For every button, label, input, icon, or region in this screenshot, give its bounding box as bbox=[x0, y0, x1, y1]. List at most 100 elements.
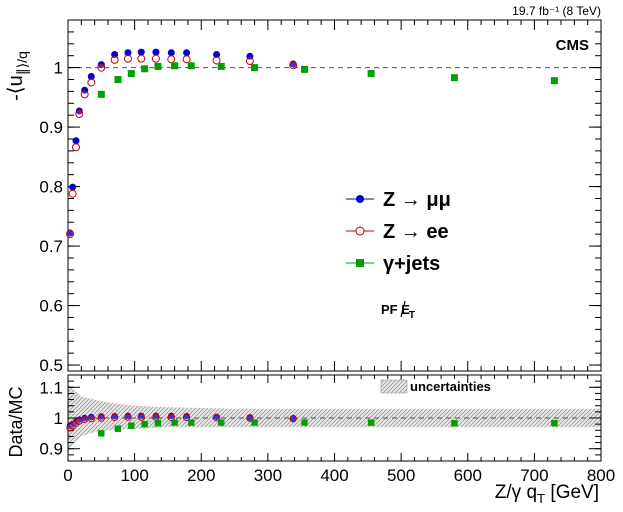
x-tick-label: 500 bbox=[387, 466, 415, 485]
point-mumu bbox=[289, 415, 297, 422]
x-tick-label: 200 bbox=[187, 466, 215, 485]
main-frame bbox=[67, 19, 602, 372]
experiment-label: CMS bbox=[556, 37, 589, 54]
point-ee bbox=[87, 78, 96, 87]
point-gjets bbox=[218, 419, 225, 426]
point-ee bbox=[71, 143, 80, 152]
main-panel: 0.5 0.6 0.7 0.8 0.9 1 CMS -⟨u∥⟩/q Z → μμ Z → … bbox=[5, 19, 602, 375]
ratio-y-axis-label: Data/MC bbox=[6, 386, 26, 457]
point-mumu bbox=[183, 49, 191, 57]
point-ee bbox=[152, 413, 160, 421]
main-y-ticks: 0.5 0.6 0.7 0.8 0.9 1 bbox=[39, 31, 601, 375]
x-axis-label: Z/γ qT [GeV] bbox=[495, 482, 599, 506]
point-ee bbox=[124, 413, 132, 421]
point-ee bbox=[167, 55, 176, 64]
legend-label-ee: Z → ee bbox=[383, 221, 449, 243]
x-tick-label: 300 bbox=[254, 466, 282, 485]
point-mumu bbox=[75, 107, 83, 115]
point-gjets bbox=[450, 74, 458, 82]
uncertainty-band-area bbox=[68, 384, 601, 452]
point-gjets bbox=[551, 420, 558, 427]
point-ee bbox=[182, 55, 191, 64]
y-tick-label: 0.5 bbox=[39, 356, 63, 375]
point-ee bbox=[75, 417, 84, 425]
x-tick-label: 100 bbox=[120, 466, 148, 485]
ratio-y-ticks: 0.9 1 1.1 bbox=[39, 378, 601, 462]
point-ee bbox=[137, 413, 145, 421]
y-tick-label: 0.8 bbox=[39, 178, 63, 197]
point-mumu bbox=[246, 414, 254, 421]
method-label: PF ET bbox=[381, 300, 415, 321]
y-tick-label: 0.9 bbox=[39, 440, 63, 459]
point-ee bbox=[289, 414, 297, 423]
point-gjets bbox=[114, 425, 122, 432]
point-ee bbox=[245, 57, 254, 66]
y-tick-label: 1.1 bbox=[39, 378, 63, 397]
point-ee bbox=[65, 230, 74, 239]
point-ee bbox=[75, 109, 84, 118]
point-ee bbox=[97, 63, 106, 72]
point-ee bbox=[87, 414, 96, 423]
band-legend-swatch bbox=[380, 379, 408, 394]
point-ee bbox=[137, 54, 146, 63]
point-mumu bbox=[111, 51, 119, 59]
legend-entry-gjets: γ+jets bbox=[346, 253, 440, 275]
point-mumu bbox=[213, 51, 221, 59]
x-tick-label: 0 bbox=[63, 466, 72, 485]
point-gjets bbox=[127, 70, 135, 78]
svg-text:PF ET: PF ET bbox=[381, 302, 415, 321]
point-mumu bbox=[124, 49, 132, 57]
point-gjets bbox=[128, 422, 135, 429]
point-ee bbox=[68, 189, 77, 198]
point-gjets bbox=[550, 77, 558, 85]
point-gjets bbox=[154, 62, 162, 70]
legend-marker-mumu bbox=[356, 195, 364, 203]
point-ee bbox=[110, 55, 119, 64]
point-mumu bbox=[167, 49, 175, 57]
legend-label-gjets: γ+jets bbox=[383, 253, 440, 275]
main-y-axis-label: -⟨u∥⟩/q bbox=[5, 51, 30, 101]
point-gjets bbox=[114, 75, 122, 83]
ratio-data-points bbox=[66, 412, 558, 437]
point-gjets bbox=[141, 65, 149, 73]
main-data-points bbox=[65, 48, 558, 239]
point-gjets bbox=[251, 419, 258, 426]
band-legend-label: uncertainties bbox=[410, 379, 491, 394]
point-ee bbox=[110, 413, 119, 422]
y-tick-label: 1 bbox=[54, 59, 63, 78]
point-gjets bbox=[367, 419, 375, 426]
ratio-x-ticks: 0 100 200 300 400 500 600 700 800 bbox=[63, 375, 615, 485]
legend-label-mumu: Z → μμ bbox=[383, 189, 451, 211]
point-mumu bbox=[137, 48, 145, 56]
y-tick-label: 0.7 bbox=[39, 237, 63, 256]
point-mumu bbox=[152, 48, 160, 56]
lumi-label: 19.7 fb⁻¹ (8 TeV) bbox=[512, 4, 601, 18]
ratio-panel: 0.9 1 1.1 0 100 200 300 400 500 600 700 800 uncert… bbox=[6, 374, 615, 506]
legend-entry-ee: Z → ee bbox=[346, 221, 449, 243]
point-mumu bbox=[97, 61, 105, 69]
point-gjets bbox=[98, 430, 105, 437]
x-tick-label: 700 bbox=[520, 466, 548, 485]
point-ee bbox=[182, 413, 191, 422]
point-ee bbox=[97, 414, 106, 422]
point-gjets bbox=[251, 64, 259, 72]
legend-marker-ee bbox=[355, 226, 365, 236]
x-tick-label: 400 bbox=[320, 466, 348, 485]
point-ee bbox=[80, 415, 89, 423]
legend-entry-mumu: Z → μμ bbox=[346, 189, 451, 211]
point-gjets bbox=[187, 62, 195, 70]
point-gjets bbox=[217, 62, 225, 70]
legend: Z → μμ Z → ee γ+jets bbox=[346, 189, 451, 275]
point-ee bbox=[167, 413, 175, 422]
point-ee bbox=[212, 56, 221, 65]
point-gjets bbox=[154, 420, 162, 427]
point-ee bbox=[151, 54, 160, 63]
y-tick-label: 0.9 bbox=[39, 118, 63, 137]
point-gjets bbox=[97, 90, 105, 98]
x-tick-label: 600 bbox=[454, 466, 482, 485]
point-ee bbox=[289, 61, 298, 70]
point-gjets bbox=[301, 419, 308, 426]
point-mumu bbox=[87, 73, 95, 81]
point-ee bbox=[80, 90, 89, 99]
